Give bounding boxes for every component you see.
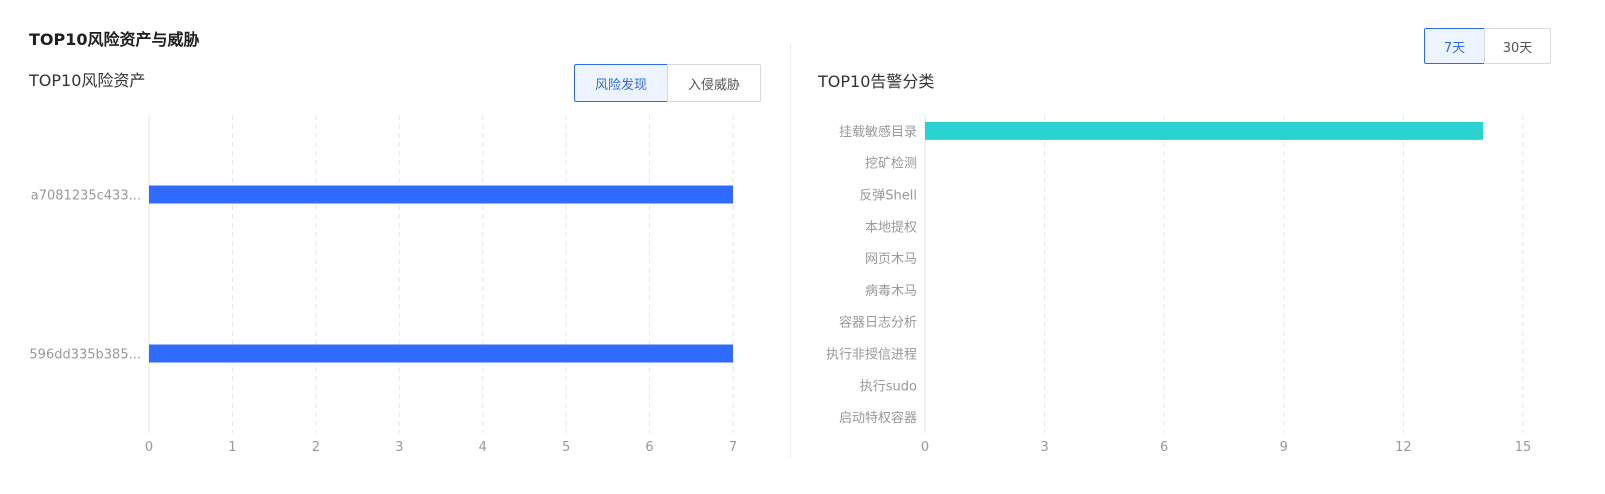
- asset-tick-label: 7: [729, 440, 737, 455]
- alert-tick-label: 12: [1395, 440, 1412, 455]
- risk-type-toggle: 风险发现 入侵威胁: [574, 64, 761, 102]
- asset-category-label: a7081235c433...: [31, 189, 141, 204]
- risk-assets-title: TOP10风险资产: [29, 71, 146, 90]
- time-range-toggle: 7天 30天: [1424, 28, 1551, 64]
- asset-tick-label: 6: [645, 440, 653, 455]
- page-title: TOP10风险资产与威胁: [29, 30, 200, 49]
- asset-bar: [149, 344, 733, 363]
- alert-category-label: 挂载敏感目录: [839, 124, 917, 140]
- asset-tick-label: 3: [395, 440, 403, 455]
- alert-bar: [925, 121, 1484, 140]
- alert-tick-label: 3: [1040, 440, 1048, 455]
- alert-category-label: 启动特权容器: [839, 410, 917, 426]
- alert-tick-label: 15: [1515, 440, 1532, 455]
- alert-category-label: 病毒木马: [865, 284, 917, 299]
- asset-category-label: 596dd335b385...: [29, 348, 141, 363]
- asset-bar: [149, 185, 733, 204]
- alert-category-label: 执行sudo: [860, 379, 917, 394]
- alert-category-label: 挖矿检测: [865, 157, 917, 172]
- risk-assets-chart: 0 1 2 3 4 5 6 7 a7081235c433... 596dd335b385...: [29, 115, 737, 455]
- asset-tick-label: 2: [312, 440, 320, 455]
- asset-tick-label: 4: [479, 440, 487, 455]
- alert-tick-label: 6: [1160, 440, 1168, 455]
- asset-tick-label: 5: [562, 440, 570, 455]
- alert-category-label: 反弹Shell: [859, 189, 917, 204]
- alert-category-label: 网页木马: [865, 252, 917, 267]
- panel-divider: [790, 44, 791, 458]
- alert-tick-label: 9: [1280, 440, 1288, 455]
- range-30d-button[interactable]: 30天: [1484, 28, 1551, 64]
- asset-tick-label: 0: [145, 440, 153, 455]
- alert-category-label: 容器日志分析: [839, 315, 917, 331]
- alert-tick-label: 0: [921, 440, 929, 455]
- alert-category-label: 本地提权: [865, 219, 917, 235]
- tab-intrusion-threat[interactable]: 入侵威胁: [667, 64, 761, 102]
- alert-category-label: 执行非授信进程: [826, 348, 917, 363]
- asset-tick-label: 1: [228, 440, 236, 455]
- tab-risk-discovery[interactable]: 风险发现: [574, 64, 668, 102]
- alert-categories-title: TOP10告警分类: [818, 72, 935, 91]
